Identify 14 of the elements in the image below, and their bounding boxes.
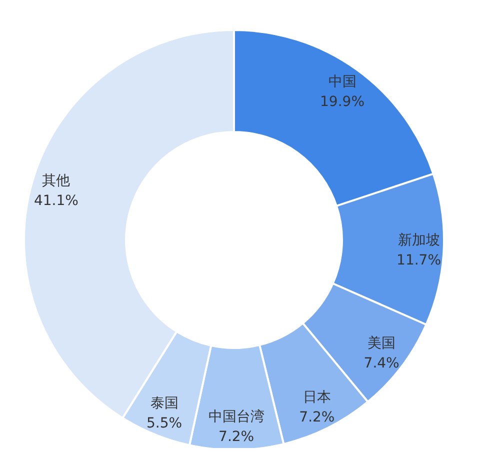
- data-label: 7.4%: [364, 356, 400, 372]
- data-label: 7.2%: [218, 428, 254, 445]
- slice-label: 其他: [42, 172, 70, 189]
- slice-label: 中国: [328, 74, 356, 90]
- slice-label: 泰国: [150, 395, 178, 412]
- slice-label: 中国台湾: [208, 408, 264, 425]
- data-label: 41.1%: [34, 192, 78, 209]
- data-label: 11.7%: [396, 252, 442, 269]
- slice-label: 日本: [302, 389, 331, 406]
- slice-label: 新加坡: [398, 232, 440, 249]
- slice-label: 美国: [368, 336, 396, 352]
- data-label: 19.9%: [320, 94, 365, 110]
- data-label: 7.2%: [299, 409, 335, 426]
- data-label: 5.5%: [146, 415, 182, 432]
